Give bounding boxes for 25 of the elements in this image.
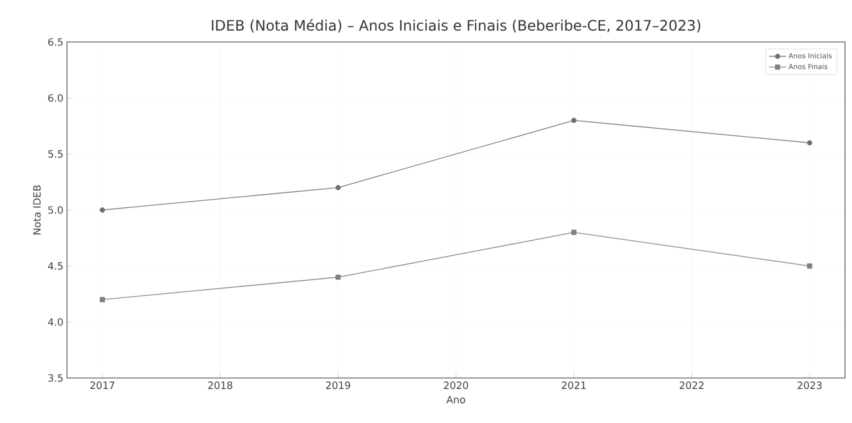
y-axis-title: Nota IDEB	[33, 185, 41, 234]
x-tick-label: 2018	[208, 382, 232, 390]
y-tick-label: 5.5	[48, 150, 63, 158]
y-tick-label: 4.0	[48, 318, 63, 326]
point	[571, 230, 576, 235]
x-tick-label: 2022	[680, 382, 704, 390]
y-tick-label: 6.5	[48, 38, 63, 46]
x-tick-label: 2023	[798, 382, 822, 390]
point	[100, 207, 105, 213]
x-tick-label: 2019	[326, 382, 350, 390]
x-tick-label: 2021	[562, 382, 586, 390]
y-tick-label: 5.0	[48, 206, 63, 214]
y-tick-label: 4.5	[48, 262, 63, 270]
point	[807, 263, 812, 269]
point	[336, 274, 341, 280]
chart-title: IDEB (Nota Média) – Anos Iniciais e Finais (Beberibe-CE, 2017–2023)	[212, 19, 700, 32]
point	[100, 296, 105, 302]
point	[571, 118, 576, 123]
y-tick-label: 3.5	[48, 374, 63, 382]
y-tick-label: 6.0	[48, 94, 63, 102]
point	[807, 140, 812, 146]
x-axis-title: Ano	[446, 396, 466, 404]
x-tick-label: 2017	[90, 382, 114, 390]
x-tick-label: 2020	[444, 382, 468, 390]
point	[336, 184, 341, 190]
